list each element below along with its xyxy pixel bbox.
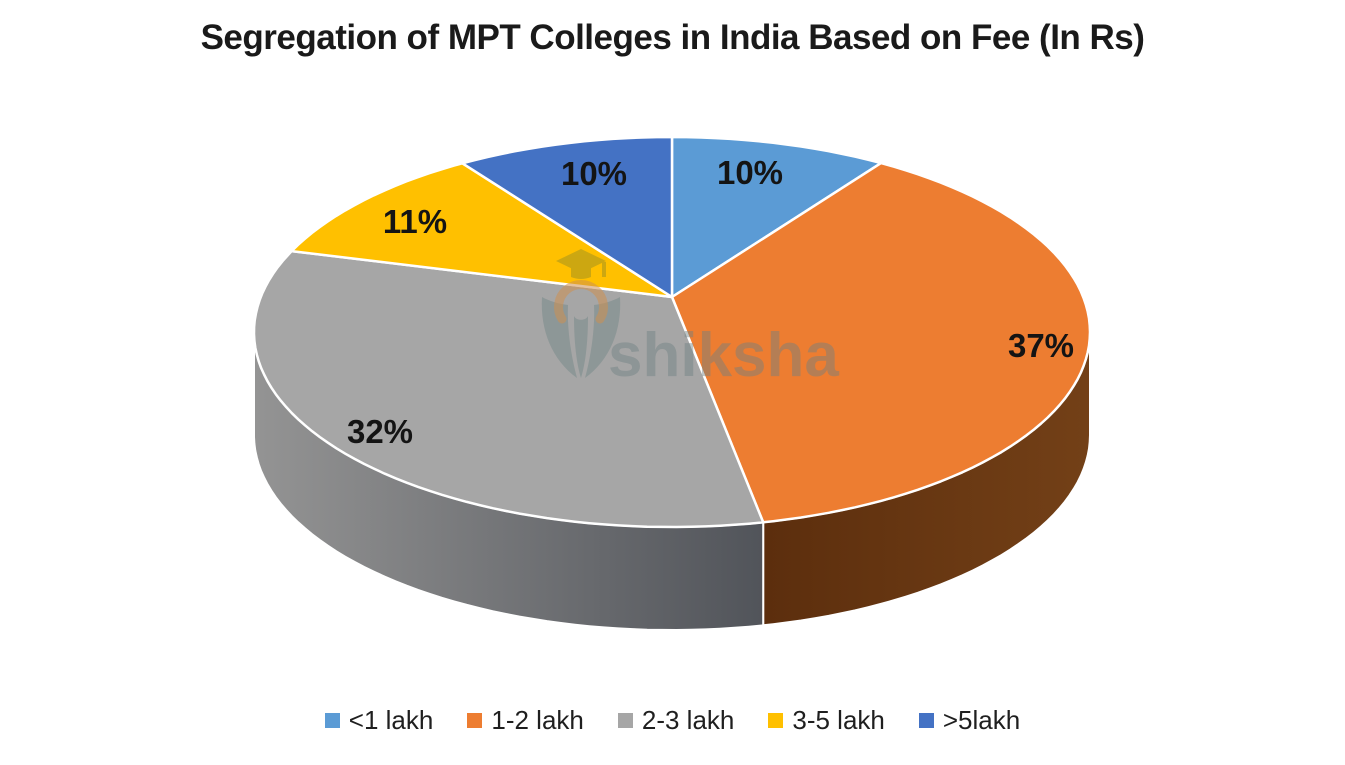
legend-label: >5lakh (942, 705, 1021, 735)
pie-data-label-2-3-lakh: 32% (347, 413, 413, 450)
pie-slice-2-3-lakh (252, 249, 765, 529)
legend-marker-lt-1-lakh (324, 712, 340, 728)
pie-slice-1-2-lakh (670, 161, 1092, 524)
legend-marker-2-3-lakh (617, 712, 633, 728)
pie-data-label-3-5-lakh: 11% (383, 203, 447, 240)
legend-label: 1-2 lakh (491, 705, 584, 735)
chart-legend: <1 lakh 1-2 lakh 2-3 lakh 3-5 lakh >5lakh (0, 706, 1345, 735)
shiksha-watermark: shiksha (541, 249, 839, 390)
pie-slice-group (252, 135, 1092, 529)
pie-slice-gt-5lakh (461, 135, 674, 299)
legend-marker-gt-5lakh (918, 712, 934, 728)
graduation-cap-icon (556, 249, 606, 279)
pie-data-label-lt-1-lakh: 10% (717, 154, 783, 191)
legend-label: 2-3 lakh (641, 705, 735, 735)
legend-item-1-2-lakh: 1-2 lakh (467, 706, 584, 735)
legend-item-3-5-lakh: 3-5 lakh (768, 706, 885, 735)
pie-data-label-group: 10% 37% 32% 11% 10% (347, 154, 1074, 450)
legend-marker-3-5-lakh (768, 712, 784, 728)
legend-item-2-3-lakh: 2-3 lakh (617, 705, 735, 735)
watermark-text: shiksha (608, 321, 839, 390)
shiksha-logo-icon (541, 280, 621, 378)
legend-marker-1-2-lakh (467, 712, 483, 728)
pie-data-label-gt-5lakh: 10% (561, 155, 627, 192)
legend-item-lt-1-lakh: <1 lakh (324, 705, 434, 735)
chart-title: Segregation of MPT Colleges in India Bas… (200, 18, 1145, 57)
legend-item-gt-5lakh: >5lakh (918, 705, 1021, 735)
pie-data-label-1-2-lakh: 37% (1008, 327, 1074, 364)
legend-label: <1 lakh (348, 705, 434, 735)
pie-slice-lt-1-lakh (670, 135, 883, 299)
legend-label: 3-5 lakh (792, 705, 885, 735)
